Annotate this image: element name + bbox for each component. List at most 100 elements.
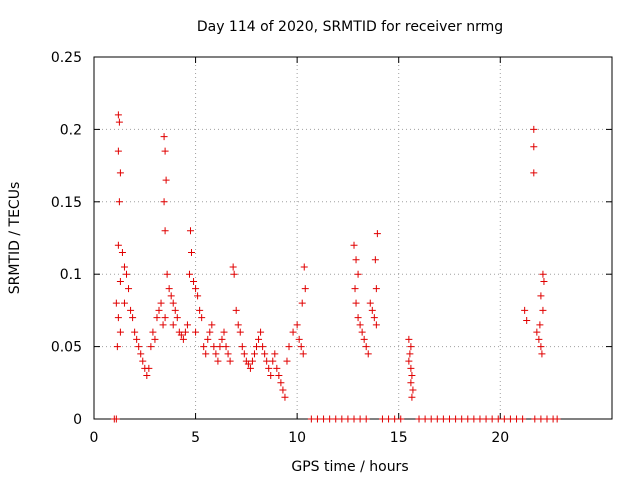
data-point <box>153 314 161 322</box>
data-point <box>129 314 137 322</box>
data-point <box>248 357 256 365</box>
data-point <box>351 285 359 293</box>
data-point <box>408 372 416 380</box>
data-point <box>155 306 163 314</box>
data-point <box>458 415 466 423</box>
data-point <box>116 277 124 285</box>
data-point <box>160 133 168 141</box>
data-point <box>214 357 222 365</box>
data-point <box>151 335 159 343</box>
data-point <box>253 343 261 351</box>
data-point <box>112 415 120 423</box>
data-point <box>222 343 230 351</box>
data-point <box>506 415 514 423</box>
data-point <box>230 270 238 278</box>
data-point <box>500 415 508 423</box>
data-point <box>536 321 544 329</box>
data-point <box>344 415 352 423</box>
data-point <box>397 415 405 423</box>
data-point <box>114 314 122 322</box>
data-point <box>208 321 216 329</box>
data-point <box>352 256 360 264</box>
data-point <box>200 343 208 351</box>
data-point <box>362 343 370 351</box>
data-point <box>246 364 254 372</box>
data-point <box>332 415 340 423</box>
data-point <box>161 147 169 155</box>
data-point <box>470 415 478 423</box>
data-point <box>297 343 305 351</box>
data-point <box>120 263 128 271</box>
data-point <box>366 299 374 307</box>
data-point <box>271 350 279 358</box>
data-point <box>273 364 281 372</box>
data-point <box>538 350 546 358</box>
data-point <box>539 270 547 278</box>
data-point <box>194 292 202 300</box>
data-point <box>356 415 364 423</box>
data-point <box>539 306 547 314</box>
data-point <box>415 415 423 423</box>
data-point <box>476 415 484 423</box>
data-point <box>405 335 413 343</box>
data-point <box>257 328 265 336</box>
data-point <box>185 270 193 278</box>
data-point <box>407 343 415 351</box>
x-tick-label: 0 <box>90 430 99 446</box>
data-point <box>234 321 242 329</box>
data-point <box>179 335 187 343</box>
y-axis-label: SRMTID / TECUs <box>7 182 23 295</box>
data-point <box>240 350 248 358</box>
data-point <box>540 277 548 285</box>
data-point <box>186 227 194 235</box>
data-point <box>210 343 218 351</box>
plot-frame <box>93 56 613 420</box>
data-point <box>285 343 293 351</box>
data-point <box>161 314 169 322</box>
data-point <box>421 415 429 423</box>
data-point <box>232 306 240 314</box>
data-point <box>298 299 306 307</box>
data-point <box>162 176 170 184</box>
data-point <box>114 241 122 249</box>
data-point <box>112 299 120 307</box>
data-point <box>123 270 131 278</box>
data-point <box>295 335 303 343</box>
data-point <box>116 169 124 177</box>
data-point <box>115 118 123 126</box>
data-point <box>169 299 177 307</box>
data-point <box>226 357 234 365</box>
data-point <box>157 299 165 307</box>
data-point <box>513 415 521 423</box>
data-point <box>165 285 173 293</box>
y-tick-label: 0.05 <box>51 340 82 356</box>
data-point <box>196 306 204 314</box>
data-point <box>488 415 496 423</box>
data-point <box>167 292 175 300</box>
data-point <box>188 248 196 256</box>
data-point <box>135 343 143 351</box>
data-point <box>407 379 415 387</box>
data-point <box>535 335 543 343</box>
data-point <box>378 415 386 423</box>
data-point <box>371 256 379 264</box>
grid-lines <box>94 57 612 419</box>
data-point <box>519 415 527 423</box>
data-point <box>350 241 358 249</box>
data-point <box>160 198 168 206</box>
data-point <box>289 328 297 336</box>
data-point <box>537 292 545 300</box>
x-tick-label: 20 <box>491 430 509 446</box>
data-point <box>198 314 206 322</box>
y-tick-label: 0.15 <box>51 195 82 211</box>
data-point <box>352 299 360 307</box>
data-point <box>409 386 417 394</box>
data-point <box>281 393 289 401</box>
data-point <box>177 331 185 339</box>
data-point <box>218 335 226 343</box>
data-point <box>439 415 447 423</box>
data-point <box>250 350 258 358</box>
data-point <box>244 360 252 368</box>
data-point <box>131 328 139 336</box>
